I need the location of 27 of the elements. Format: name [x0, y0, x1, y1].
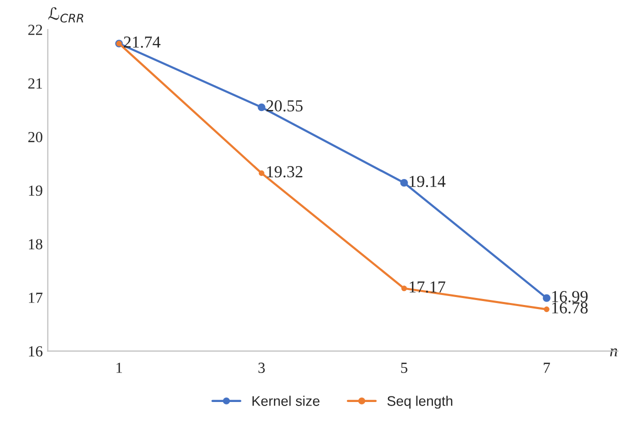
- point: [400, 179, 408, 187]
- data-label: 17.17: [410, 281, 446, 293]
- data-label: 19.32: [267, 166, 302, 178]
- point: [258, 170, 264, 176]
- point: [401, 286, 407, 292]
- y-tick-label: 18: [28, 239, 42, 250]
- y-tick-label: 20: [28, 132, 42, 142]
- x-tick-label: 3: [258, 362, 265, 373]
- x-tick-label: 1: [116, 362, 122, 373]
- y-tick-label: 17: [28, 292, 42, 303]
- x-tick-label: 5: [401, 362, 408, 373]
- point: [544, 306, 550, 312]
- x-tick-label: 7: [544, 362, 550, 373]
- legend-label: Kernel size: [252, 396, 320, 406]
- y-tick-label: 21: [28, 78, 42, 88]
- y-tick-label: 16: [28, 346, 42, 357]
- data-label: 16.99: [552, 291, 588, 302]
- data-label: 16.78: [552, 302, 588, 314]
- legend-label: Seq length: [387, 396, 452, 409]
- data-label: 21.74: [124, 36, 160, 48]
- y-tick-label: 22: [28, 24, 42, 35]
- point: [542, 294, 550, 302]
- data-label: 19.14: [410, 176, 446, 188]
- data-label: 20.55: [266, 100, 303, 112]
- point: [258, 103, 266, 112]
- y-axis-title: ℒ$_{CRR}$: [48, 7, 84, 22]
- y-tick-label: 19: [28, 186, 42, 196]
